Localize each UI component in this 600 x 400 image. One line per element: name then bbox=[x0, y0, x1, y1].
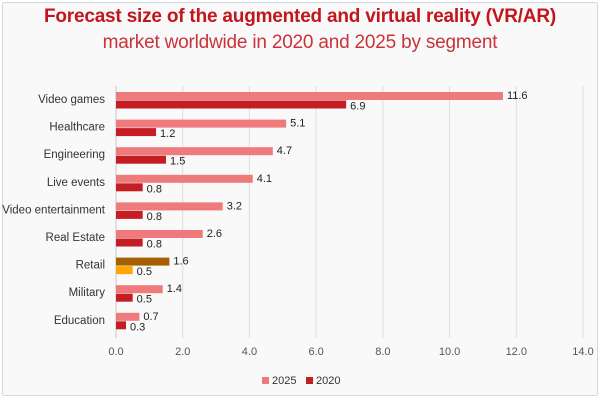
value-label-2020: 0.8 bbox=[147, 239, 162, 251]
category-label: Video entertainment bbox=[2, 204, 106, 216]
value-label-2025: 0.7 bbox=[143, 311, 158, 323]
chart-title: Forecast size of the augmented and virtu… bbox=[43, 6, 557, 27]
legend-swatch-2025 bbox=[262, 377, 269, 384]
legend-label-2025: 2025 bbox=[272, 375, 296, 387]
bar-2025 bbox=[116, 174, 253, 183]
value-label-2020: 0.5 bbox=[137, 266, 152, 278]
bar-2020 bbox=[116, 210, 143, 219]
value-label-2020: 6.9 bbox=[350, 101, 365, 113]
x-tick-label: 12.0 bbox=[506, 346, 527, 358]
value-label-2025: 2.6 bbox=[207, 228, 222, 240]
category-label: Healthcare bbox=[49, 122, 105, 134]
bar-2020 bbox=[116, 155, 167, 164]
bar-2025 bbox=[116, 285, 163, 294]
bar-2020 bbox=[116, 321, 127, 330]
value-label-2025: 11.6 bbox=[507, 90, 528, 102]
value-label-2025: 4.7 bbox=[277, 145, 292, 157]
x-tick-label: 6.0 bbox=[308, 346, 323, 358]
bar-2025 bbox=[116, 202, 223, 211]
value-label-2020: 1.2 bbox=[160, 128, 175, 140]
bar-2020 bbox=[116, 100, 347, 109]
value-label-2020: 0.3 bbox=[130, 321, 145, 333]
x-tick-label: 0.0 bbox=[108, 346, 123, 358]
x-tick-label: 10.0 bbox=[439, 346, 460, 358]
value-label-2025: 4.1 bbox=[257, 173, 272, 185]
bar-2025 bbox=[116, 230, 203, 238]
bar-2025 bbox=[116, 119, 287, 128]
bar-2025 bbox=[116, 312, 140, 321]
x-tick-label: 14.0 bbox=[572, 346, 593, 358]
value-label-2020: 1.5 bbox=[170, 156, 185, 168]
value-label-2025: 1.6 bbox=[173, 256, 188, 268]
bar-2025 bbox=[116, 257, 170, 266]
x-tick-label: 2.0 bbox=[175, 346, 190, 358]
value-label-2020: 0.5 bbox=[137, 294, 152, 306]
legend-label-2020: 2020 bbox=[316, 375, 340, 387]
bar-2025 bbox=[116, 92, 503, 100]
chart-frame bbox=[2, 2, 598, 396]
category-label: Video games bbox=[38, 94, 105, 106]
bar-2020 bbox=[116, 238, 143, 247]
value-label-2020: 0.8 bbox=[147, 183, 162, 195]
value-label-2020: 0.8 bbox=[147, 211, 162, 223]
value-label-2025: 5.1 bbox=[290, 118, 305, 130]
chart-subtitle: market worldwide in 2020 and 2025 by seg… bbox=[102, 32, 498, 53]
category-label: Retail bbox=[76, 260, 105, 272]
x-tick-label: 4.0 bbox=[242, 346, 257, 358]
category-label: Military bbox=[69, 287, 106, 299]
legend-swatch-2020 bbox=[306, 377, 313, 384]
category-label: Engineering bbox=[44, 149, 105, 161]
bar-2020 bbox=[116, 183, 143, 192]
category-label: Real Estate bbox=[46, 232, 105, 244]
bar-2020 bbox=[116, 266, 133, 275]
category-label: Education bbox=[54, 315, 105, 327]
x-tick-label: 8.0 bbox=[375, 346, 390, 358]
value-label-2025: 1.4 bbox=[167, 283, 182, 295]
bar-2025 bbox=[116, 147, 273, 156]
bar-2020 bbox=[116, 128, 157, 137]
bar-2020 bbox=[116, 293, 133, 302]
value-label-2025: 3.2 bbox=[227, 200, 242, 212]
category-label: Live events bbox=[47, 177, 105, 189]
